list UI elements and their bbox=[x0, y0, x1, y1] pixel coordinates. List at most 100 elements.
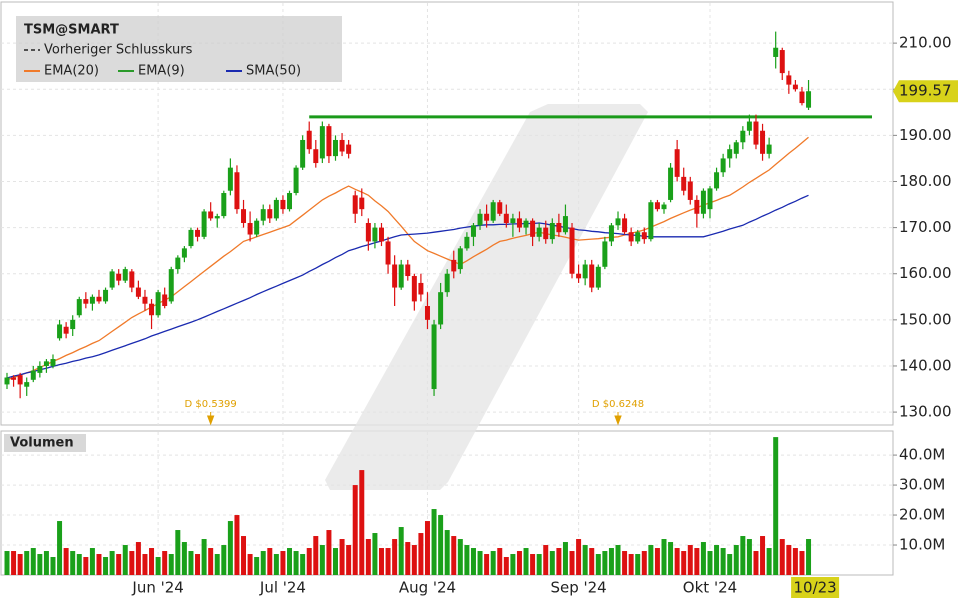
legend-label: EMA(9) bbox=[138, 64, 185, 79]
candle-body bbox=[451, 259, 457, 272]
volume-bar bbox=[431, 509, 437, 575]
candle-body bbox=[615, 218, 621, 226]
candle-body bbox=[543, 227, 549, 240]
candle-body bbox=[773, 47, 779, 57]
candle-body bbox=[457, 248, 463, 270]
candle-body bbox=[241, 209, 247, 223]
candle-body bbox=[576, 273, 582, 279]
candle-body bbox=[221, 193, 227, 217]
candle-body bbox=[175, 257, 181, 270]
volume-bar bbox=[622, 551, 628, 575]
candle-body bbox=[622, 218, 628, 233]
last-price-label: 199.57 bbox=[899, 82, 952, 100]
volume-bar bbox=[359, 470, 365, 575]
candle-body bbox=[359, 197, 365, 210]
volume-bar bbox=[654, 548, 660, 575]
candle-body bbox=[24, 382, 30, 387]
candle-body bbox=[635, 232, 641, 242]
volume-bar bbox=[424, 521, 430, 575]
y-tick-label: 170.00 bbox=[899, 218, 952, 236]
volume-bar bbox=[760, 536, 766, 575]
volume-bar bbox=[444, 530, 450, 575]
volume-bar bbox=[661, 539, 667, 575]
dividend-arrow bbox=[614, 412, 622, 426]
candle-body bbox=[326, 126, 332, 157]
volume-bar bbox=[313, 536, 319, 575]
candle-body bbox=[661, 204, 667, 210]
volume-bar bbox=[398, 527, 404, 575]
candle-body bbox=[365, 222, 371, 242]
volume-bar bbox=[786, 545, 792, 575]
candle-body bbox=[273, 199, 279, 219]
legend-label: SMA(50) bbox=[246, 64, 301, 79]
candle-body bbox=[149, 303, 155, 316]
candle-body bbox=[799, 91, 805, 104]
y-tick-label: 160.00 bbox=[899, 264, 952, 282]
volume-bar bbox=[569, 551, 575, 575]
volume-bar bbox=[648, 545, 654, 575]
volume-bar bbox=[149, 548, 155, 575]
candle-body bbox=[674, 149, 680, 177]
volume-bar bbox=[707, 551, 713, 575]
volume-bar bbox=[392, 539, 398, 575]
volume-bar bbox=[543, 545, 549, 575]
volume-bar bbox=[37, 554, 43, 575]
volume-bar bbox=[234, 515, 240, 575]
volume-bar bbox=[687, 545, 693, 575]
volume-bar bbox=[477, 551, 483, 575]
y-tick-label: 140.00 bbox=[899, 356, 952, 374]
candle-body bbox=[792, 84, 798, 90]
volume-bar bbox=[11, 551, 17, 575]
volume-bar bbox=[746, 539, 752, 575]
volume-bar bbox=[162, 551, 168, 575]
candle-body bbox=[287, 193, 293, 210]
volume-bar bbox=[457, 539, 463, 575]
candle-body bbox=[96, 296, 102, 302]
candle-body bbox=[779, 50, 785, 74]
candle-body bbox=[405, 264, 411, 277]
volume-bar bbox=[306, 548, 312, 575]
volume-bar bbox=[523, 548, 529, 575]
candle-body bbox=[654, 202, 660, 210]
candle-body bbox=[4, 377, 10, 385]
candle-body bbox=[214, 216, 220, 219]
candle-body bbox=[766, 144, 772, 154]
candle-body bbox=[109, 271, 115, 288]
candle-body bbox=[411, 276, 417, 302]
x-tick-label: Jul '24 bbox=[259, 579, 306, 597]
candle-body bbox=[129, 271, 135, 288]
candle-body bbox=[300, 139, 306, 168]
volume-bar bbox=[608, 548, 614, 575]
volume-bar bbox=[378, 548, 384, 575]
volume-bar bbox=[418, 533, 424, 575]
candle-body bbox=[510, 218, 516, 223]
volume-bar bbox=[641, 551, 647, 575]
volume-bar bbox=[247, 554, 253, 575]
candle-body bbox=[786, 75, 792, 85]
volume-bar bbox=[438, 515, 444, 575]
volume-bar bbox=[70, 551, 76, 575]
volume-bar bbox=[129, 551, 135, 575]
candle-body bbox=[582, 264, 588, 279]
volume-bar bbox=[293, 551, 299, 575]
volume-bar bbox=[4, 551, 10, 575]
volume-bar bbox=[227, 521, 233, 575]
volume-bar bbox=[556, 548, 562, 575]
volume-bar bbox=[188, 551, 194, 575]
volume-bar bbox=[43, 551, 49, 575]
volume-bar bbox=[96, 554, 102, 575]
volume-bar bbox=[753, 551, 759, 575]
volume-bar bbox=[267, 548, 273, 575]
candle-body bbox=[392, 264, 398, 288]
volume-bar bbox=[681, 551, 687, 575]
volume-bar bbox=[333, 548, 338, 575]
volume-bar bbox=[451, 536, 457, 575]
volume-bar bbox=[799, 551, 805, 575]
volume-bar bbox=[411, 545, 417, 575]
prev-close-label: Vorheriger Schlusskurs bbox=[44, 43, 193, 58]
volume-bar bbox=[50, 557, 56, 575]
volume-bar bbox=[779, 539, 785, 575]
candle-body bbox=[530, 220, 536, 237]
candle-body bbox=[43, 361, 49, 366]
candle-body bbox=[116, 273, 122, 281]
